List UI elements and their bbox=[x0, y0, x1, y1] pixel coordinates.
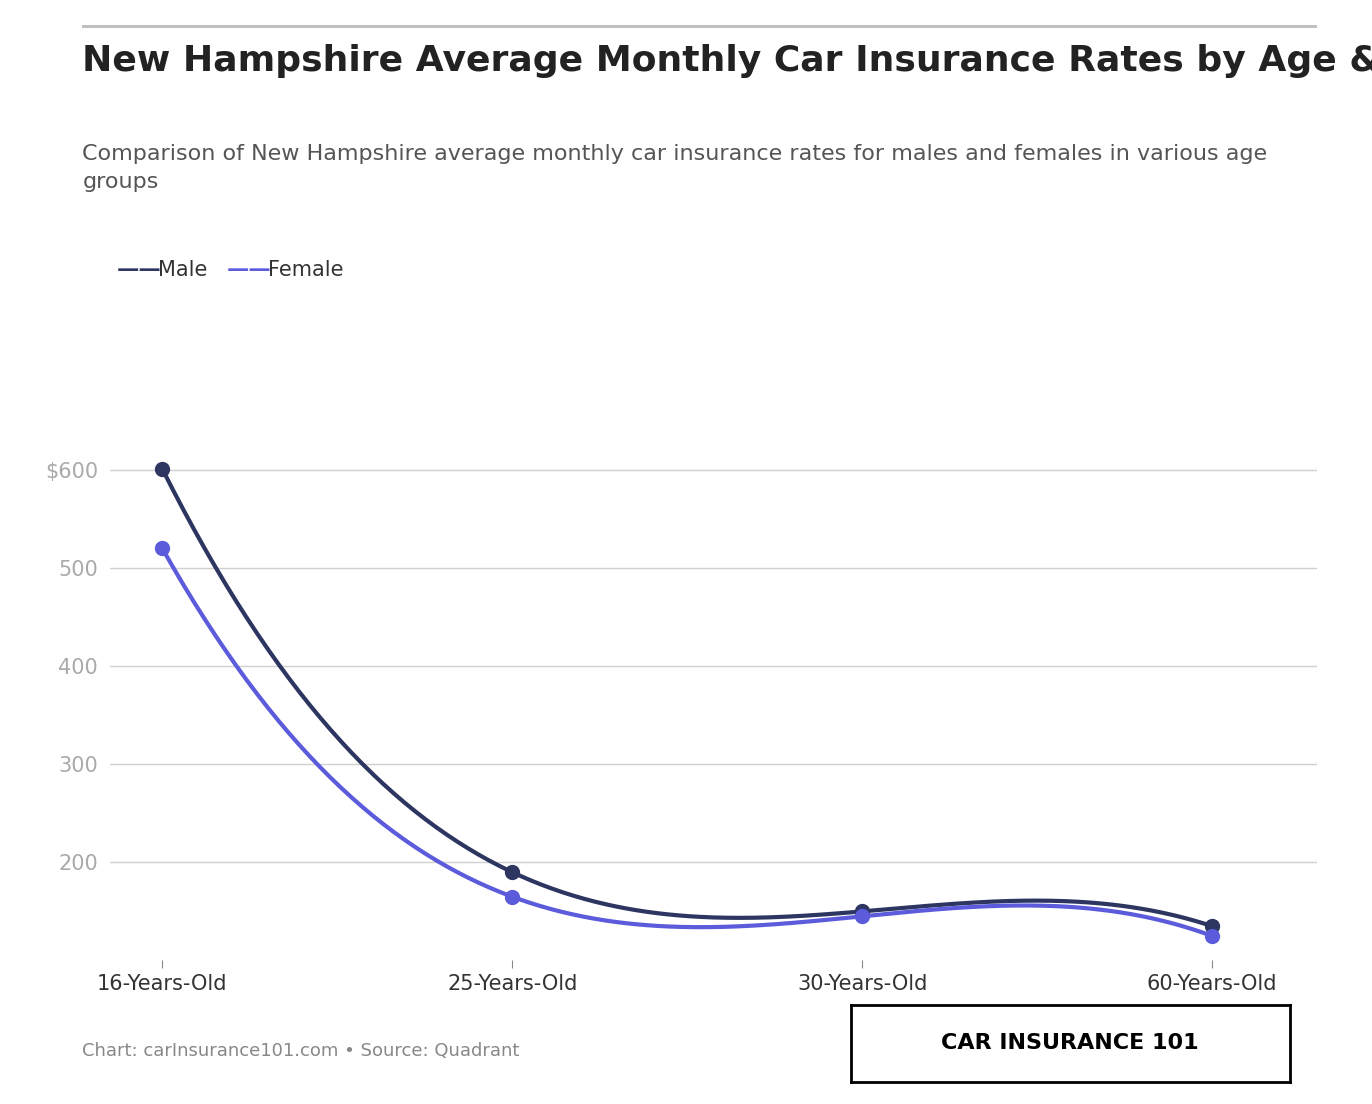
Text: Chart: carInsurance101.com • Source: Quadrant: Chart: carInsurance101.com • Source: Qua… bbox=[82, 1042, 520, 1060]
Text: ——: —— bbox=[117, 261, 162, 280]
Text: ——: —— bbox=[226, 261, 272, 280]
Text: Female: Female bbox=[268, 261, 343, 280]
Text: New Hampshire Average Monthly Car Insurance Rates by Age & Gender: New Hampshire Average Monthly Car Insura… bbox=[82, 44, 1372, 78]
Text: Male: Male bbox=[158, 261, 207, 280]
Text: CAR INSURANCE 101: CAR INSURANCE 101 bbox=[941, 1033, 1199, 1053]
Text: Comparison of New Hampshire average monthly car insurance rates for males and fe: Comparison of New Hampshire average mont… bbox=[82, 144, 1268, 191]
